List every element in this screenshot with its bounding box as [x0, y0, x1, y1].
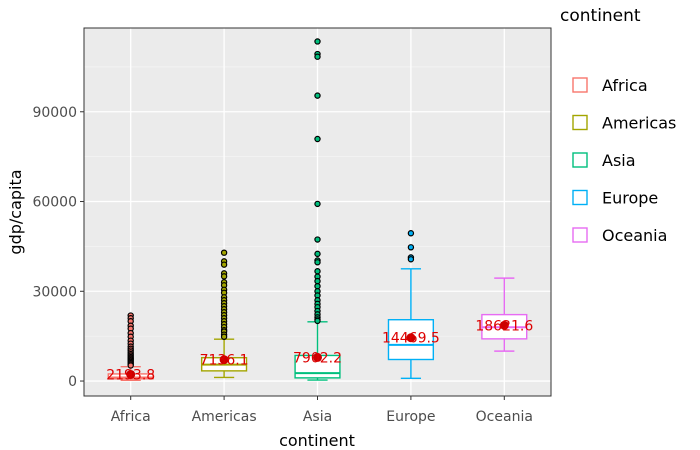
x-axis: Africa Americas Asia Europe Oceania — [83, 27, 552, 425]
outlier-point — [314, 282, 321, 290]
legend-key — [572, 227, 588, 243]
outlier-point — [314, 200, 321, 208]
outlier-point — [127, 362, 134, 369]
mean-point-americas — [219, 355, 229, 365]
mean-label-europe: 14469.5 — [382, 331, 440, 347]
mean-label-asia: 7902.2 — [293, 350, 342, 366]
y-axis: 0 30000 60000 90000 — [32, 105, 84, 390]
outlier-point — [314, 38, 321, 45]
outlier-point — [220, 333, 228, 340]
box-americas — [200, 249, 248, 379]
outlier-point — [314, 53, 321, 60]
outlier-point — [314, 268, 321, 275]
mean-point-africa — [126, 369, 136, 379]
x-tick-label-americas: Americas — [192, 409, 257, 425]
legend: continent Africa Americas Asia Europe Oceani… — [560, 6, 676, 245]
legend-item-asia: Asia — [572, 151, 636, 170]
outlier-point — [314, 250, 321, 258]
mean-point-europe — [406, 333, 416, 343]
legend-key — [572, 114, 588, 131]
x-axis-title: continent — [279, 431, 355, 450]
outlier-point — [314, 135, 321, 143]
y-tick-label: 0 — [68, 374, 77, 390]
legend-item-americas: Americas — [572, 114, 676, 133]
y-tick-label: 30000 — [32, 284, 77, 300]
y-tick-label: 90000 — [32, 105, 77, 121]
mean-point-oceania — [499, 320, 509, 330]
legend-key — [572, 77, 588, 93]
outlier-point — [407, 256, 415, 263]
outlier-point — [314, 92, 321, 99]
mean-point-asia — [313, 352, 322, 362]
x-tick-label-oceania: Oceania — [476, 409, 533, 425]
mean-label-oceania: 18621.6 — [475, 318, 533, 334]
outlier-point — [407, 230, 415, 237]
outlier-point — [314, 259, 321, 266]
outlier-point — [314, 317, 321, 325]
outlier-point — [220, 273, 228, 280]
legend-label: Asia — [602, 151, 636, 170]
outlier-point — [220, 261, 228, 268]
mean-label-africa: 2193.8 — [106, 367, 155, 383]
outlier-point — [407, 244, 415, 251]
legend-item-africa: Africa — [572, 76, 648, 95]
x-tick-label-africa: Africa — [111, 409, 151, 425]
outlier-point — [220, 249, 228, 256]
legend-label: Americas — [602, 114, 676, 133]
x-tick-label-asia: Asia — [303, 409, 332, 425]
box-layer — [107, 38, 528, 382]
legend-key — [572, 189, 588, 206]
mean-layer: 2193.8 7136.1 7902.2 14469.5 18621.6 — [106, 318, 533, 383]
legend-label: Oceania — [602, 226, 667, 245]
box-asia — [294, 38, 341, 381]
y-axis-title: gdp/capita — [6, 169, 25, 254]
outlier-point — [314, 236, 321, 243]
legend-label: Africa — [602, 76, 648, 95]
legend-key — [572, 152, 588, 168]
legend-label: Europe — [602, 189, 658, 208]
plot-frame — [83, 27, 552, 397]
outlier-point — [314, 277, 321, 285]
x-tick-label-europe: Europe — [386, 409, 435, 425]
legend-item-europe: Europe — [572, 189, 658, 208]
mean-label-americas: 7136.1 — [200, 353, 249, 369]
legend-title: continent — [560, 6, 641, 26]
y-tick-label: 60000 — [32, 195, 77, 211]
legend-item-oceania: Oceania — [572, 226, 667, 245]
